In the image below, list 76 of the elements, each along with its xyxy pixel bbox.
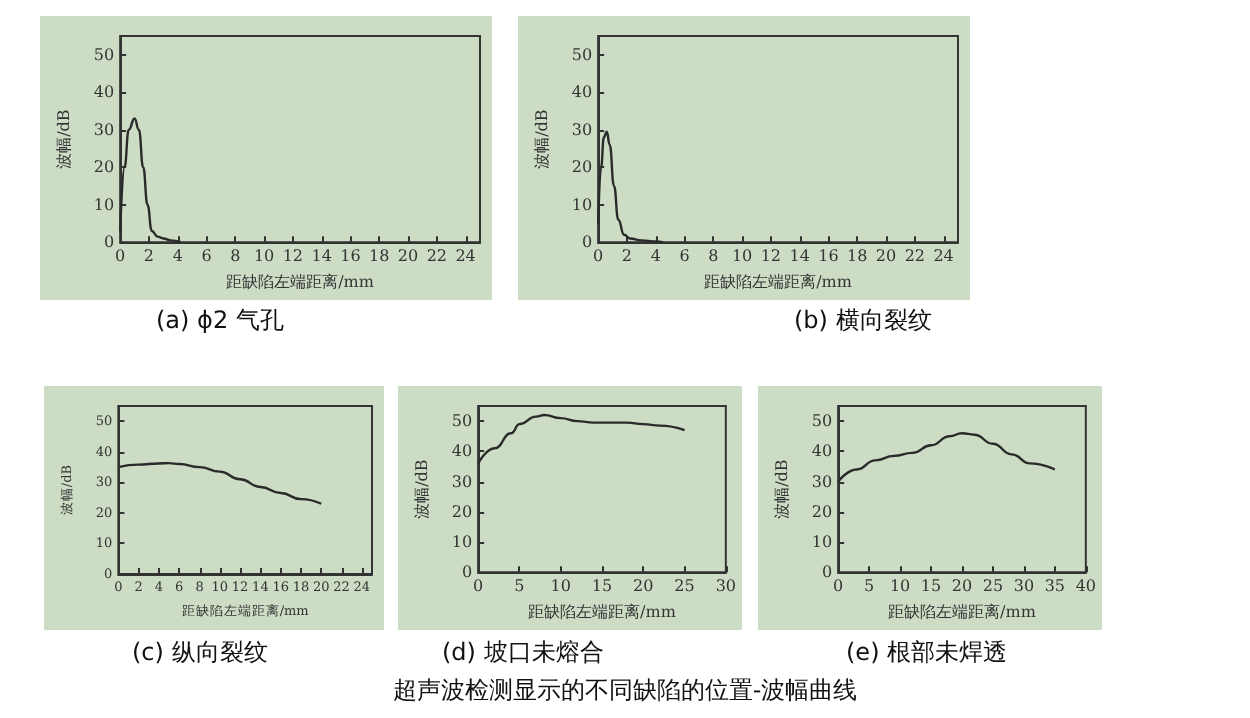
x-tick-label: 24 bbox=[933, 247, 954, 266]
x-tick-label: 40 bbox=[1075, 577, 1097, 596]
y-tick-label: 30 bbox=[811, 472, 833, 491]
x-tick-label: 15 bbox=[591, 577, 613, 596]
x-tick-label: 16 bbox=[340, 247, 361, 266]
y-axis-title: 波幅/dB bbox=[533, 109, 551, 169]
y-tick-label: 50 bbox=[451, 412, 473, 431]
x-tick-label: 10 bbox=[889, 577, 911, 596]
y-tick-label: 20 bbox=[93, 158, 115, 177]
x-tick-label: 8 bbox=[230, 247, 241, 266]
x-tick-label: 8 bbox=[708, 247, 719, 266]
x-tick-label: 5 bbox=[864, 577, 875, 596]
x-tick-label: 25 bbox=[982, 577, 1004, 596]
y-axis-title: 波幅/dB bbox=[413, 459, 431, 519]
x-tick-label: 12 bbox=[282, 247, 304, 266]
x-tick-label: 2 bbox=[143, 247, 155, 266]
y-tick-label: 40 bbox=[93, 83, 115, 102]
text: (a) ϕ2 气孔 bbox=[156, 304, 284, 338]
x-tick-label: 20 bbox=[397, 247, 419, 266]
y-tick-label: 0 bbox=[821, 563, 833, 582]
text: (d) 坡口未熔合 bbox=[442, 636, 604, 670]
y-tick-label: 0 bbox=[461, 563, 473, 582]
x-tick-label: 20 bbox=[875, 247, 897, 266]
x-tick-label: 20 bbox=[633, 577, 654, 596]
y-tick-label: 40 bbox=[811, 442, 833, 461]
y-tick-label: 20 bbox=[451, 502, 473, 521]
y-axis-title: 波幅/dB bbox=[55, 109, 73, 169]
y-tick-label: 10 bbox=[451, 532, 473, 551]
x-tick-label: 10 bbox=[550, 577, 571, 596]
y-tick-label: 10 bbox=[93, 195, 115, 214]
x-tick-label: 15 bbox=[920, 577, 942, 596]
x-tick-label: 16 bbox=[818, 247, 839, 266]
y-tick-label: 30 bbox=[93, 120, 115, 139]
y-axis-title: 波幅/dB bbox=[773, 459, 791, 519]
x-tick-label: 35 bbox=[1044, 577, 1066, 596]
text: (b) 横向裂纹 bbox=[794, 304, 932, 338]
x-tick-label: 24 bbox=[455, 247, 476, 266]
x-tick-label: 30 bbox=[715, 577, 737, 596]
y-tick-label: 0 bbox=[103, 233, 115, 252]
text: (e) 根部未焊透 bbox=[846, 636, 1008, 670]
y-tick-label: 0 bbox=[581, 233, 593, 252]
x-tick-label: 6 bbox=[679, 247, 690, 266]
x-tick-label: 18 bbox=[847, 247, 868, 266]
y-tick-label: 20 bbox=[571, 158, 593, 177]
x-tick-label: 12 bbox=[760, 247, 782, 266]
y-tick-label: 30 bbox=[451, 472, 473, 491]
y-tick-label: 50 bbox=[93, 45, 115, 64]
x-tick-label: 4 bbox=[172, 247, 183, 266]
y-tick-label: 10 bbox=[811, 532, 833, 551]
x-tick-label: 22 bbox=[904, 247, 926, 266]
x-tick-label: 18 bbox=[369, 247, 390, 266]
x-axis-title: 距缺陷左端距离/mm bbox=[528, 603, 677, 621]
text: 超声波检测显示的不同缺陷的位置-波幅曲线 bbox=[390, 674, 860, 708]
x-tick-label: 4 bbox=[650, 247, 661, 266]
x-axis-title: 距缺陷左端距离/mm bbox=[704, 273, 853, 291]
x-tick-label: 14 bbox=[789, 247, 810, 266]
y-tick-label: 40 bbox=[571, 83, 593, 102]
y-tick-label: 20 bbox=[811, 502, 833, 521]
x-tick-label: 5 bbox=[514, 577, 525, 596]
x-tick-label: 10 bbox=[253, 247, 275, 266]
x-tick-label: 25 bbox=[674, 577, 695, 596]
y-tick-label: 30 bbox=[571, 120, 593, 139]
x-tick-label: 30 bbox=[1013, 577, 1035, 596]
x-tick-label: 20 bbox=[951, 577, 973, 596]
y-tick-label: 50 bbox=[811, 412, 833, 431]
x-tick-label: 10 bbox=[731, 247, 753, 266]
text: (c) 纵向裂纹 bbox=[132, 636, 268, 670]
y-tick-label: 40 bbox=[451, 442, 473, 461]
x-axis-title: 距缺陷左端距离/mm bbox=[226, 273, 375, 291]
x-tick-label: 2 bbox=[621, 247, 633, 266]
x-tick-label: 6 bbox=[201, 247, 212, 266]
x-tick-label: 14 bbox=[311, 247, 332, 266]
y-tick-label: 10 bbox=[571, 195, 593, 214]
y-tick-label: 50 bbox=[571, 45, 593, 64]
x-tick-label: 22 bbox=[426, 247, 448, 266]
x-axis-title: 距缺陷左端距离/mm bbox=[888, 603, 1037, 621]
